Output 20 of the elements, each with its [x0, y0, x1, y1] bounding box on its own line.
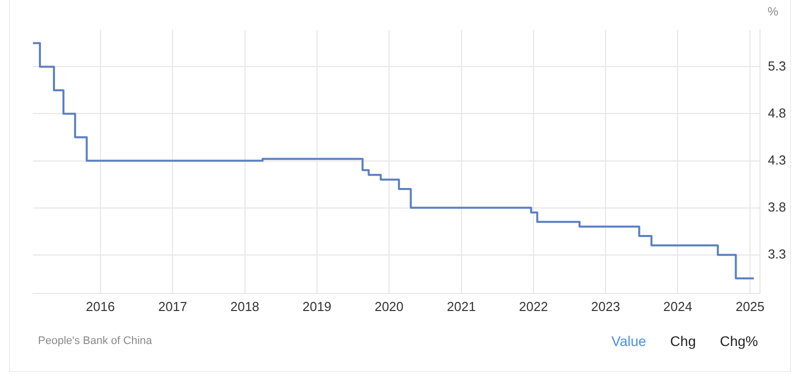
x-tick-label: 2025: [736, 298, 765, 314]
y-tick-label: 3.8: [768, 199, 786, 214]
y-tick-label: 5.3: [768, 58, 786, 74]
x-tick-label: 2019: [302, 298, 332, 314]
x-tick-label: 2018: [230, 298, 260, 314]
x-tick-label: 2021: [446, 298, 476, 314]
x-tick-label: 2022: [519, 298, 548, 314]
y-axis-title: %: [768, 4, 779, 18]
text: People's Bank of China: [38, 335, 152, 347]
x-tick-label: 2016: [86, 298, 115, 314]
y-tick-label: 3.3: [768, 246, 786, 262]
text: Value: [611, 333, 646, 349]
text: Chg: [670, 333, 696, 349]
text: Chg%: [720, 333, 758, 349]
y-tick-label: 4.3: [768, 152, 786, 168]
x-tick-label: 2024: [663, 298, 692, 314]
y-tick-label: 4.8: [768, 105, 786, 120]
x-tick-label: 2020: [374, 298, 404, 314]
x-tick-label: 2017: [158, 298, 188, 314]
x-tick-label: 2023: [591, 298, 620, 314]
